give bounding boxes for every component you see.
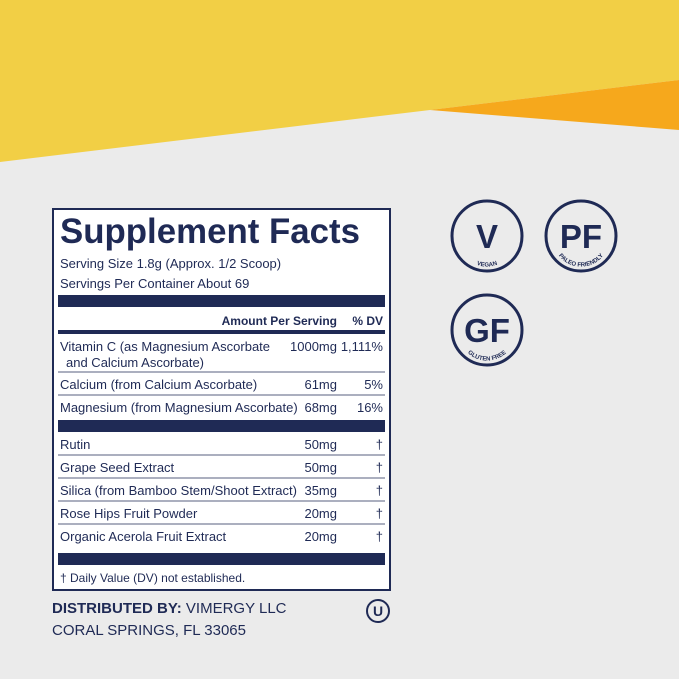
nutrient-amount: 50mg <box>304 437 337 452</box>
nutrient-amount: 20mg <box>304 506 337 521</box>
nutrient-amount: 68mg <box>304 400 337 415</box>
nutrient-name: Rose Hips Fruit Powder <box>60 506 198 521</box>
distributor-name: VIMERGY LLC <box>186 600 287 617</box>
nutrient-name: Grape Seed Extract <box>60 460 175 475</box>
thick-rule <box>58 420 385 432</box>
badge-mark: GF <box>464 312 510 349</box>
thick-rule <box>58 295 385 307</box>
badge-caption-path: VEGAN <box>476 261 498 269</box>
nutrient-amount: 61mg <box>304 377 337 392</box>
distributor-address: CORAL SPRINGS, FL 33065 <box>52 622 246 639</box>
nutrient-dv: † <box>376 506 383 521</box>
nutrient-dv: 1,111% <box>341 339 384 354</box>
badge-circle <box>450 199 524 273</box>
distributor-label: DISTRIBUTED BY: <box>52 600 182 617</box>
nutrient-dv: † <box>376 460 383 475</box>
yellow-band <box>0 0 679 162</box>
nutrient-name: Vitamin C (as Magnesium Ascorbate <box>60 339 270 354</box>
nutrient-name: Rutin <box>60 437 90 452</box>
facts-panel <box>52 208 391 591</box>
header-amount: Amount Per Serving <box>222 314 337 328</box>
nutrient-amount: 1000mg <box>290 339 337 354</box>
header-dv: % DV <box>352 314 383 328</box>
nutrient-dv: † <box>376 529 383 544</box>
badge-mark: V <box>476 218 498 255</box>
nutrient-dv: † <box>376 483 383 498</box>
orange-band <box>430 80 679 130</box>
medium-rule <box>58 330 385 334</box>
nutrient-dv: 5% <box>364 377 383 392</box>
distributor-line: DISTRIBUTED BY: VIMERGY LLC <box>52 600 287 617</box>
nutrient-dv: † <box>376 437 383 452</box>
badge-mark: PF <box>560 218 602 255</box>
nutrient-name: Magnesium (from Magnesium Ascorbate) <box>60 400 298 415</box>
nutrient-name: Silica (from Bamboo Stem/Shoot Extract) <box>60 483 297 498</box>
panel-title: Supplement Facts <box>60 212 360 251</box>
nutrient-amount: 50mg <box>304 460 337 475</box>
nutrient-name: Calcium (from Calcium Ascorbate) <box>60 377 257 392</box>
badge-circle <box>544 199 618 273</box>
serving-size: Serving Size 1.8g (Approx. 1/2 Scoop) <box>60 256 281 271</box>
footnote: † Daily Value (DV) not established. <box>60 571 245 585</box>
nutrient-name: and Calcium Ascorbate) <box>66 355 204 370</box>
nutrient-amount: 20mg <box>304 529 337 544</box>
thick-rule <box>58 553 385 565</box>
badge-circle <box>450 293 524 367</box>
servings-per-container: Servings Per Container About 69 <box>60 276 249 291</box>
nutrient-dv: 16% <box>357 400 383 415</box>
nutrient-name: Organic Acerola Fruit Extract <box>60 529 227 544</box>
kosher-circle <box>366 599 390 623</box>
kosher-symbol: U <box>373 603 383 619</box>
badge-caption: VEGAN <box>476 261 498 269</box>
nutrient-amount: 35mg <box>304 483 337 498</box>
